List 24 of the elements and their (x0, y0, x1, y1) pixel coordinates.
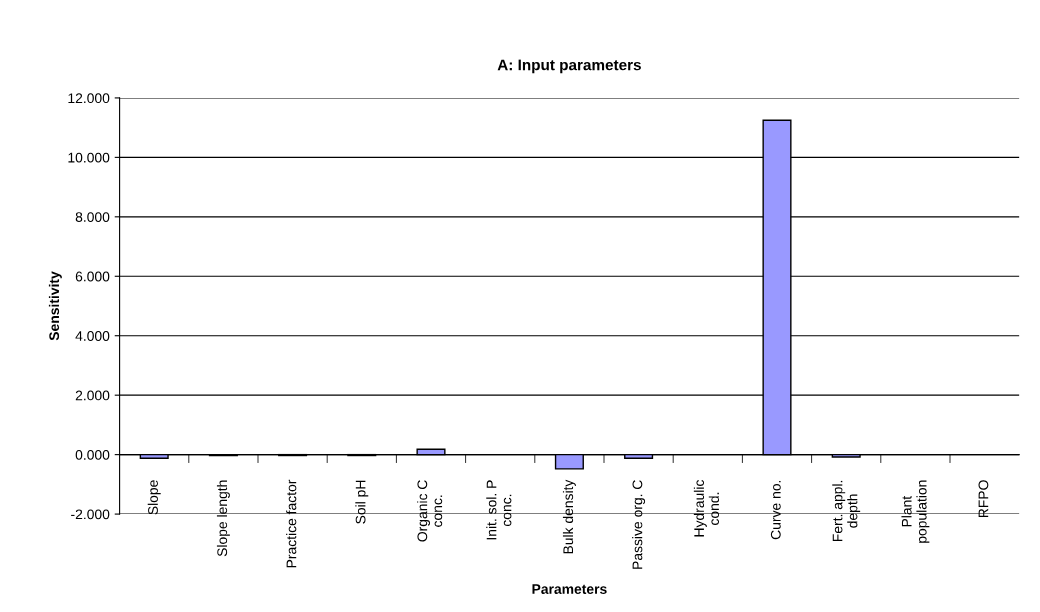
y-tick-label: 2.000 (75, 390, 110, 401)
y-tick-label: 6.000 (75, 271, 110, 282)
x-tick-label: Slope (147, 480, 161, 515)
x-tick-label: Fert. appl. depth (832, 480, 861, 542)
y-tick-label: 12.000 (68, 93, 110, 104)
y-tick-label: -2.000 (71, 509, 110, 520)
x-tick-label: Soil pH (355, 480, 369, 524)
y-tick-label: 8.000 (75, 212, 110, 222)
x-tick-label: Slope length (216, 480, 230, 557)
x-tick-label: RFPO (978, 480, 989, 518)
x-tick-label: Practice factor (286, 479, 297, 568)
x-tick-label: Bulk density (562, 479, 576, 554)
x-tick-label: Organic C conc. (417, 480, 443, 542)
y-axis-title: Sensitivity (48, 271, 62, 341)
y-tick-label: 10.000 (68, 152, 110, 163)
y-tick-label: 0.000 (75, 449, 110, 460)
x-tick-label: Hydraulic cond. (693, 479, 720, 537)
x-tick-label: Init. sol. P conc. (486, 480, 512, 540)
x-tick-label: Plant population (901, 480, 930, 543)
x-tick-label: Passive org. C (632, 480, 646, 569)
x-tick-label: Curve no. (770, 480, 781, 540)
y-tick-label: 4.000 (75, 331, 110, 341)
x-axis-title: Parameters (532, 584, 607, 594)
chart-title: A: Input parameters (497, 59, 641, 74)
